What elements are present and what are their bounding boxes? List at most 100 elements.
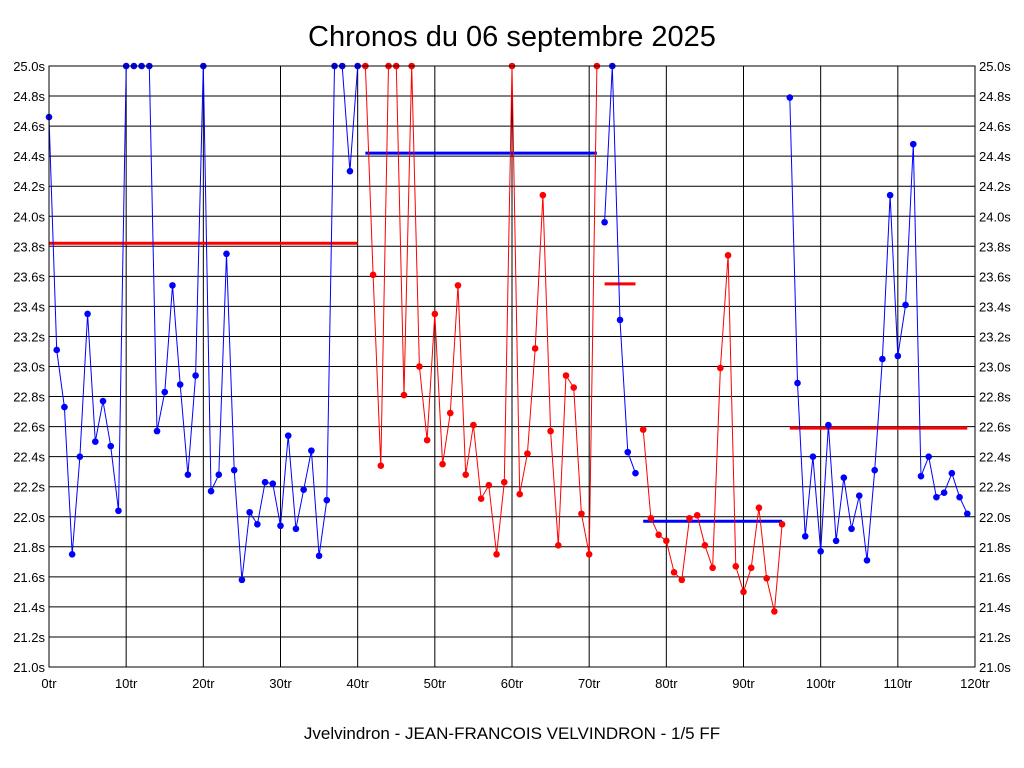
x-tick-label: 100tr — [806, 676, 836, 691]
y-tick-label-right: 23.2s — [979, 329, 1011, 344]
data-point — [871, 466, 878, 474]
data-point — [516, 490, 524, 498]
y-tick-label-right: 24.6s — [979, 119, 1011, 134]
data-point — [524, 450, 531, 457]
data-point — [848, 525, 855, 533]
data-point — [717, 364, 724, 372]
data-point — [300, 486, 307, 494]
data-point — [701, 541, 709, 549]
data-point — [261, 478, 269, 486]
y-tick-label-left: 21.2s — [13, 630, 45, 645]
y-tick-label-left: 22.0s — [13, 510, 45, 525]
y-tick-label-left: 24.0s — [13, 209, 45, 224]
data-point — [416, 363, 423, 370]
x-tick-label: 40tr — [346, 676, 369, 691]
data-point — [454, 282, 462, 289]
data-point — [879, 355, 886, 363]
y-tick-label-left: 22.2s — [13, 480, 45, 495]
data-point — [470, 421, 477, 429]
y-tick-label-right: 25.0s — [979, 59, 1011, 74]
data-point — [53, 346, 61, 354]
data-point — [176, 381, 184, 388]
data-point — [446, 409, 454, 417]
data-point — [624, 448, 632, 456]
y-tick-label-left: 22.8s — [13, 390, 45, 405]
x-tick-label: 110tr — [883, 676, 912, 691]
data-point — [68, 551, 76, 558]
data-point — [377, 462, 385, 469]
x-tick-label: 30tr — [269, 676, 292, 691]
data-point — [215, 471, 223, 478]
data-point — [585, 551, 593, 558]
data-point — [99, 397, 107, 405]
y-tick-label-left: 23.2s — [13, 329, 45, 344]
data-point — [925, 453, 932, 460]
x-tick-label: 90tr — [732, 676, 755, 691]
y-tick-label-left: 23.0s — [13, 360, 45, 375]
data-point — [323, 496, 331, 504]
data-point — [192, 372, 199, 379]
data-point — [778, 520, 786, 528]
data-point — [92, 438, 99, 445]
data-point — [863, 557, 871, 564]
y-tick-label-right: 23.8s — [979, 239, 1011, 254]
y-tick-label-left: 21.0s — [13, 660, 45, 675]
data-point — [693, 511, 701, 519]
y-tick-label-right: 22.6s — [979, 420, 1011, 435]
data-point — [963, 510, 971, 518]
y-tick-label-right: 23.6s — [979, 269, 1011, 284]
data-point — [771, 608, 778, 615]
data-point — [894, 352, 902, 360]
data-point — [169, 282, 176, 289]
data-point — [493, 551, 500, 558]
data-point — [794, 379, 801, 387]
data-point — [207, 487, 215, 495]
x-tick-label: 20tr — [192, 676, 215, 691]
data-point — [477, 495, 485, 503]
data-point — [500, 478, 508, 486]
y-tick-label-left: 24.6s — [13, 119, 45, 134]
y-tick-label-right: 22.0s — [979, 510, 1011, 525]
y-tick-label-right: 21.2s — [979, 630, 1011, 645]
data-point — [84, 310, 91, 318]
data-point — [346, 167, 354, 175]
x-tick-label: 70tr — [578, 676, 601, 691]
data-point — [886, 191, 894, 199]
data-point — [809, 453, 817, 460]
y-tick-label-right: 23.4s — [979, 299, 1011, 314]
y-tick-label-right: 21.0s — [979, 660, 1011, 675]
data-point — [400, 391, 408, 399]
data-point — [184, 471, 192, 478]
data-point — [223, 250, 230, 258]
y-tick-label-left: 24.2s — [13, 179, 45, 194]
y-tick-label-left: 23.6s — [13, 269, 45, 284]
axis-tick-labels: 0tr 10tr 20tr 30tr 40tr 50tr 60tr 70tr 80tr 90tr 1… — [13, 59, 1011, 691]
data-point — [315, 552, 323, 560]
chart-title: Chronos du 06 septembre 2025 — [308, 21, 716, 53]
data-point — [655, 531, 662, 539]
data-point — [562, 372, 570, 379]
y-tick-label-left: 21.4s — [13, 600, 45, 615]
data-point — [709, 564, 716, 572]
data-point — [439, 460, 446, 468]
data-point — [855, 492, 863, 500]
data-point — [686, 514, 693, 522]
data-point — [902, 301, 909, 309]
data-point — [825, 421, 832, 429]
data-point — [539, 191, 547, 199]
data-point — [763, 575, 770, 582]
data-point — [485, 481, 493, 489]
data-point — [547, 427, 554, 435]
data-point — [61, 403, 68, 411]
data-point — [153, 427, 161, 435]
x-tick-label: 10tr — [115, 676, 138, 691]
data-point — [948, 469, 956, 477]
data-point — [76, 453, 84, 460]
y-tick-label-right: 23.0s — [979, 360, 1011, 375]
x-tick-label: 120tr — [960, 676, 990, 691]
average-lines — [49, 151, 968, 523]
data-point — [230, 466, 238, 474]
data-point — [254, 520, 261, 528]
grid — [48, 65, 976, 668]
